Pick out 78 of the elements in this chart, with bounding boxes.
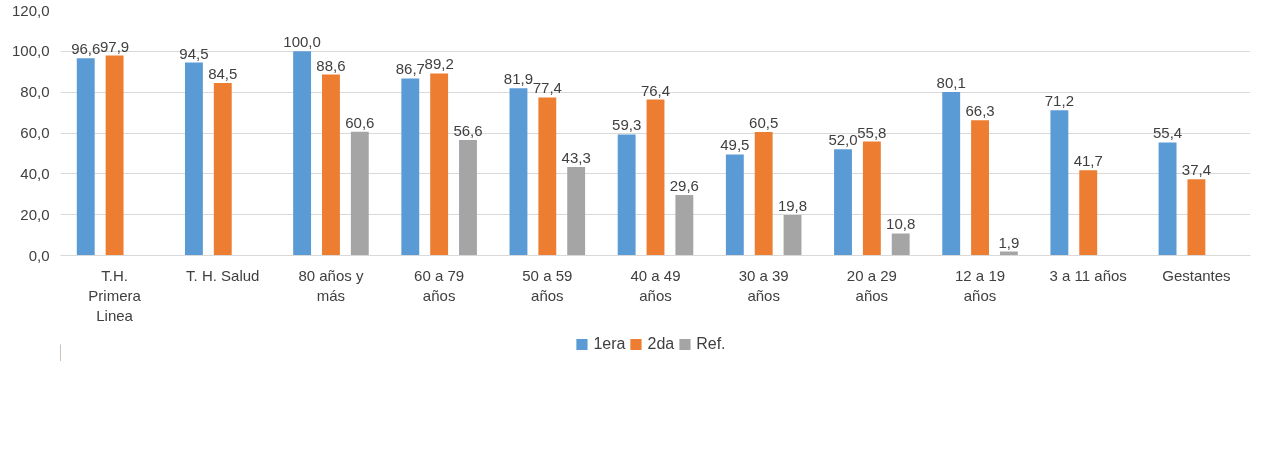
y-tick-label: 80,0 [20, 83, 50, 101]
bar [725, 154, 744, 256]
data-label: 77,4 [532, 79, 562, 97]
x-tick-label: Gestantes [1162, 266, 1231, 284]
bar [617, 134, 636, 256]
y-tick-label: 120,0 [11, 1, 50, 19]
bar [184, 62, 203, 256]
data-label: 100,0 [283, 33, 321, 51]
x-tick-label: 80 años y más [298, 266, 364, 304]
x-tick-label: 60 a 79 años [414, 266, 465, 304]
legend-label: Ref. [696, 335, 726, 353]
bar [293, 51, 312, 256]
bar [401, 78, 420, 256]
x-tick-label: 12 a 19 años [955, 266, 1006, 304]
data-label: 86,7 [395, 60, 425, 78]
bar [459, 139, 477, 256]
data-label: 10,8 [886, 215, 916, 233]
bar [567, 167, 586, 256]
data-label: 81,9 [503, 70, 534, 88]
bar [1050, 110, 1069, 256]
y-tick-label: 60,0 [20, 124, 50, 141]
x-tick-label: 30 a 39 años [738, 266, 789, 304]
bar [350, 131, 369, 256]
data-label: 41,7 [1073, 152, 1103, 170]
data-label: 80,1 [936, 73, 966, 91]
y-tick-label: 20,0 [20, 205, 50, 223]
bar [322, 74, 340, 256]
bar [509, 88, 528, 256]
y-tick-label: 0,0 [28, 246, 50, 264]
bar [783, 215, 802, 256]
bar [862, 141, 881, 256]
data-label: 49,5 [720, 136, 750, 154]
x-tick-label: T. H. Salud [186, 266, 260, 284]
x-tick-label: 40 a 49 años [630, 266, 681, 304]
data-label: 19,8 [777, 197, 808, 215]
data-label: 60,5 [749, 113, 779, 131]
data-label: 29,6 [669, 177, 699, 195]
data-label: 66,3 [965, 102, 995, 120]
data-label: 94,5 [179, 44, 209, 62]
legend-label: 2da [647, 335, 675, 353]
data-label: 84,5 [208, 64, 238, 82]
x-tick-label: 50 a 59 años [522, 266, 573, 304]
bar [891, 233, 910, 256]
bar [942, 91, 961, 256]
bar [971, 120, 989, 256]
bar [675, 195, 694, 256]
data-label: 56,6 [453, 121, 483, 139]
bar [105, 55, 124, 256]
x-tick-label: 3 a 11 años [1049, 266, 1127, 284]
data-label: 97,9 [99, 37, 130, 55]
data-label: 55,8 [857, 123, 887, 141]
data-label: 55,4 [1152, 124, 1183, 142]
data-label: 71,2 [1044, 92, 1074, 110]
data-label: 89,2 [424, 55, 454, 73]
data-label: 43,3 [561, 149, 591, 167]
bar [430, 73, 449, 256]
data-label: 60,6 [345, 113, 375, 131]
y-tick-label: 40,0 [20, 164, 50, 182]
data-label: 1,9 [998, 233, 1020, 251]
x-tick-label: 20 a 29 años [846, 266, 897, 304]
bar [538, 97, 557, 256]
bar [1158, 142, 1177, 256]
bar [213, 82, 232, 256]
bar [646, 99, 665, 256]
x-tick-label: T.H. Primera Linea [88, 266, 142, 325]
data-label: 59,3 [612, 116, 642, 134]
bar [754, 131, 773, 256]
legend-label: 1era [593, 335, 626, 353]
data-label: 76,4 [640, 81, 671, 99]
bar [76, 58, 95, 256]
bar [1079, 170, 1098, 256]
bar [1187, 179, 1206, 256]
data-label: 96,6 [71, 40, 101, 58]
y-tick-label: 100,0 [11, 42, 50, 60]
data-label: 52,0 [828, 131, 858, 149]
bar [834, 149, 852, 256]
data-label: 37,4 [1181, 161, 1212, 179]
data-label: 88,6 [316, 56, 346, 74]
